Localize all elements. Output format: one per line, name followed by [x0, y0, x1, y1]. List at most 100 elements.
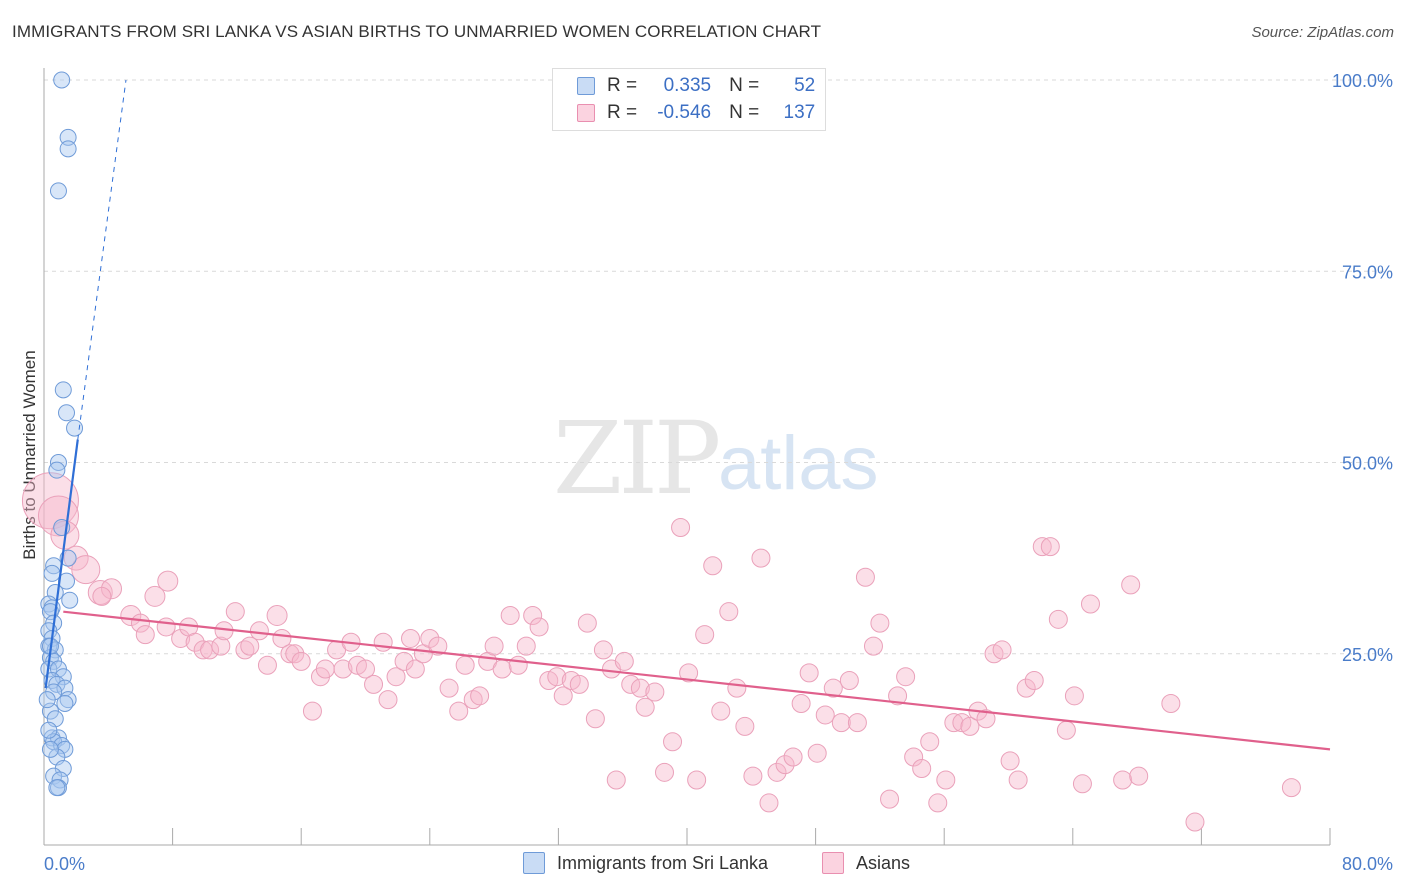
asians-point — [378, 690, 398, 710]
asians-point — [671, 518, 691, 538]
asians-point — [767, 762, 787, 782]
legend-n-label-2: N = — [729, 102, 760, 123]
y-tick-label: 75.0% — [1342, 262, 1393, 282]
asians-point — [815, 705, 835, 725]
asians-point — [687, 770, 707, 790]
asians-point — [315, 659, 335, 679]
asians-point — [1161, 693, 1181, 713]
chart-title: IMMIGRANTS FROM SRI LANKA VS ASIAN BIRTH… — [12, 22, 822, 41]
correlation-legend: R = 0.335 N = 52 R = -0.546 N = 137 — [552, 68, 826, 131]
asians-point — [855, 567, 875, 587]
asians-point — [743, 766, 763, 786]
asians-point — [449, 701, 469, 721]
asians-point — [791, 693, 811, 713]
asians-point — [553, 686, 573, 706]
y-tick-label: 100.0% — [1332, 71, 1393, 91]
asians-point — [569, 674, 589, 694]
asians-point — [484, 636, 504, 656]
y-tick-label: 25.0% — [1342, 645, 1393, 665]
asians-point — [171, 628, 191, 648]
asians-point — [630, 678, 650, 698]
watermark-zip: ZIP — [553, 400, 721, 517]
asians-point — [775, 755, 795, 775]
sri-lanka-trend-extension — [77, 79, 127, 440]
asians-point — [516, 636, 536, 656]
asians-point — [144, 585, 166, 607]
sri-lanka-point — [59, 140, 77, 158]
asians-point — [71, 555, 101, 585]
asians-point — [1113, 770, 1133, 790]
legend-r-value-2: -0.546 — [657, 102, 712, 123]
legend-r-value-1: 0.335 — [663, 75, 712, 96]
sri-lanka-point — [41, 740, 59, 758]
asians-point — [606, 770, 626, 790]
bottom-legend-swatch-sri-lanka — [523, 852, 545, 874]
sri-lanka-point — [59, 549, 77, 567]
asians-point — [240, 636, 260, 656]
asians-point — [831, 713, 851, 733]
asians-point — [912, 759, 932, 778]
asians-point — [1080, 594, 1100, 614]
asians-point — [373, 632, 393, 652]
asians-point — [1008, 770, 1028, 790]
asians-point — [455, 655, 475, 675]
bottom-legend-sri-lanka: Immigrants from Sri Lanka — [523, 852, 768, 874]
legend-n-value-1: 52 — [794, 75, 816, 96]
sri-lanka-point — [38, 691, 56, 709]
asians-point — [1040, 537, 1060, 557]
asians-point — [333, 659, 353, 679]
asians-point — [1056, 720, 1076, 740]
asians-point — [645, 682, 665, 702]
bottom-legend-swatch-asians — [822, 852, 844, 874]
asians-trend-line — [63, 610, 1331, 751]
asians-point — [508, 655, 528, 675]
asians-point — [847, 713, 867, 733]
asians-point — [654, 762, 674, 782]
asians-point — [529, 617, 549, 637]
asians-point — [839, 671, 859, 691]
sri-lanka-trend-line — [44, 439, 79, 689]
asians-point — [727, 678, 747, 698]
asians-point — [157, 570, 179, 592]
asians-point — [1281, 778, 1301, 798]
asians-point — [356, 659, 375, 679]
asians-point — [1121, 575, 1141, 595]
asians-point — [547, 667, 567, 687]
asians-point — [751, 548, 771, 568]
asians-point — [870, 613, 890, 633]
legend-r-label-1: R = — [607, 75, 638, 96]
legend-row-sri-lanka: R = 0.335 N = 52 — [577, 74, 815, 98]
asians-point — [439, 678, 459, 698]
sri-lanka-point — [54, 381, 72, 399]
asians-point — [492, 659, 512, 679]
asians-point — [593, 640, 613, 660]
sri-lanka-point — [61, 591, 79, 609]
asians-point — [992, 640, 1012, 660]
asians-point — [225, 602, 245, 622]
sri-lanka-point — [58, 404, 76, 422]
sri-lanka-points — [38, 71, 84, 797]
tick-labels: 25.0% 50.0% 75.0% 100.0% 0.0% 80.0% — [44, 71, 1393, 874]
asians-point — [428, 636, 448, 656]
asians-point — [470, 686, 490, 706]
asians-point — [405, 659, 425, 679]
asians-point — [807, 743, 827, 763]
bottom-legend-label-asians: Asians — [856, 852, 911, 873]
asians-point — [257, 655, 277, 675]
asians-point — [401, 628, 421, 648]
asians-point — [783, 747, 803, 767]
asians-point — [1016, 678, 1036, 698]
asians-point — [285, 644, 305, 664]
asians-point — [944, 713, 964, 733]
sri-lanka-point — [66, 419, 84, 437]
asians-point — [711, 701, 731, 721]
asians-point — [1000, 751, 1020, 771]
asians-point — [896, 667, 916, 687]
asians-point — [302, 701, 322, 721]
asians-point — [364, 674, 384, 694]
asians-point — [679, 663, 699, 683]
legend-r-label-2: R = — [607, 102, 638, 123]
asians-point — [92, 586, 112, 606]
watermark-atlas: atlas — [718, 421, 879, 506]
bottom-legend-asians: Asians — [822, 852, 910, 874]
